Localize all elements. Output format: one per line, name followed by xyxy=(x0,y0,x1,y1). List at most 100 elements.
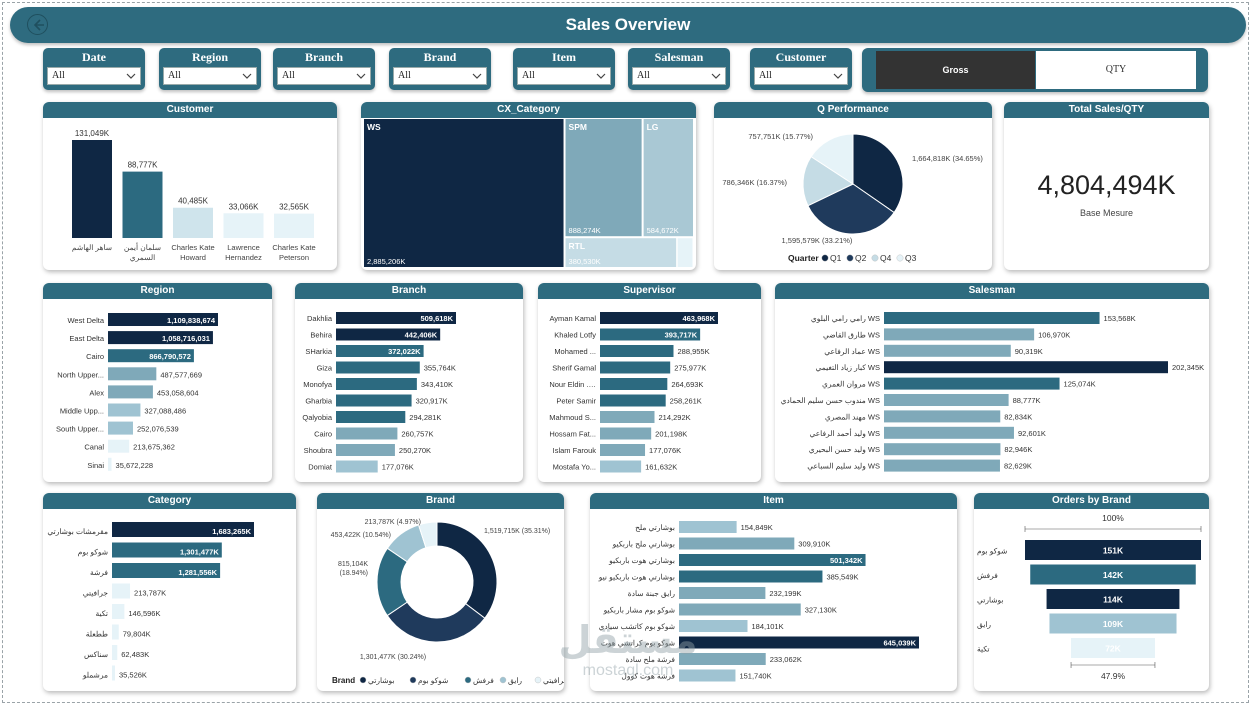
category-card: Category مقرمشات بوشارتي 1,683,265K شوكو ب… xyxy=(43,493,296,691)
brand-card: Brand 1,519,715K (35.31%) 1,301,477K (30.… xyxy=(317,493,564,691)
bar-branch-3 xyxy=(336,361,420,374)
treemap-tile-other xyxy=(676,237,694,268)
legend-label: شوكو بوم xyxy=(418,676,449,685)
bar-branch-7 xyxy=(336,427,398,440)
cx-category-treemap: WS 2,885,206K SPM 888,274K LG 584,672K RTL 380,… xyxy=(363,118,694,268)
slicer-customer[interactable]: Customer All xyxy=(750,48,852,90)
bar-supervisor-5 xyxy=(600,394,666,407)
category-label: SHarkia xyxy=(305,347,333,356)
category-label: Giza xyxy=(317,364,333,373)
funnel-category: بوشارتي xyxy=(977,596,1004,605)
treemap-tile-lg xyxy=(642,118,694,238)
category-label: فرشة xyxy=(90,568,108,577)
donut-slice-1 xyxy=(386,601,486,643)
slicer-dropdown[interactable]: All xyxy=(517,67,611,85)
legend-dot-0 xyxy=(359,676,367,684)
slicer-dropdown[interactable]: All xyxy=(632,67,726,85)
data-label: 153,568K xyxy=(1104,314,1136,323)
slicer-region[interactable]: Region All xyxy=(159,48,261,90)
category-label: جرافيتي xyxy=(83,589,109,598)
data-label: 177,076K xyxy=(382,463,414,472)
bar-item-4 xyxy=(679,587,766,599)
legend-label: جرافيتي xyxy=(543,676,564,685)
bar-supervisor-9 xyxy=(600,460,642,473)
bar-supervisor-2 xyxy=(600,345,674,357)
slicer-dropdown[interactable]: All xyxy=(47,67,141,85)
data-label: 343,410K xyxy=(421,380,453,389)
data-label: 33,066K xyxy=(229,202,259,211)
pie-slice-q3 xyxy=(810,133,854,185)
data-label: 131,049K xyxy=(75,129,110,138)
slicer-salesman[interactable]: Salesman All xyxy=(628,48,730,90)
slicer-dropdown[interactable]: All xyxy=(277,67,371,85)
category-label: Mahmoud S... xyxy=(549,413,596,422)
donut-slice-4 xyxy=(417,521,438,549)
slice-label: 1,595,579K (33.21%) xyxy=(782,236,853,245)
data-label: 294,281K xyxy=(409,413,441,422)
data-label: 463,968K xyxy=(682,314,715,323)
legend-label: Q1 xyxy=(830,253,842,263)
category-label: Gharbia xyxy=(305,397,333,406)
data-label: 453,058,604 xyxy=(157,388,199,397)
bar-item-1 xyxy=(679,537,795,550)
category-label: Mostafa Yo... xyxy=(553,463,596,472)
data-label: 442,406K xyxy=(405,331,438,340)
toggle-gross-button[interactable]: Gross xyxy=(876,51,1035,89)
header-bar: Sales Overview xyxy=(10,7,1246,43)
data-label: 372,022K xyxy=(388,347,421,356)
bar-branch-9 xyxy=(336,460,378,473)
salesman-chart: رامي رامي البلوي WS 153,568K طارق القاضي W… xyxy=(781,312,1204,472)
slice-label: 213,787K (4.97%) xyxy=(365,519,421,526)
bar-salesman-8 xyxy=(884,443,1001,456)
slicer-date[interactable]: Date All xyxy=(43,48,145,90)
supervisor-chart: Ayman Kamal 463,968K Khaled Lotfy 393,717K M… xyxy=(549,312,718,473)
slicer-value: All xyxy=(759,70,772,81)
bar-category-1 xyxy=(112,542,222,558)
bar-customer-2 xyxy=(173,207,213,238)
category-label: بوشارتي ملح باربكيو xyxy=(612,540,675,549)
funnel-bottom-label: 47.9% xyxy=(1101,671,1126,681)
funnel-bar-2 xyxy=(1046,589,1180,609)
bar-salesman-5 xyxy=(884,394,1009,406)
card-title: Orders by Brand xyxy=(974,493,1209,509)
legend-dot-3 xyxy=(499,676,507,684)
funnel-value: 72K xyxy=(1105,644,1121,654)
slicer-item[interactable]: Item All xyxy=(513,48,615,90)
tile-value: 584,672K xyxy=(647,226,679,235)
bar-category-5 xyxy=(112,624,119,640)
category-label: North Upper... xyxy=(57,370,104,379)
slicer-dropdown[interactable]: All xyxy=(754,67,848,85)
data-label: 260,757K xyxy=(401,430,433,439)
bar-salesman-3 xyxy=(884,361,1168,374)
bar-branch-2 xyxy=(336,345,424,357)
legend-dot-q2 xyxy=(846,254,854,262)
treemap-tile-rtl xyxy=(564,237,678,268)
slicer-dropdown[interactable]: All xyxy=(393,67,487,85)
slicer-title: Branch xyxy=(304,50,343,64)
slicer-dropdown[interactable]: All xyxy=(163,67,257,85)
data-label: 213,675,362 xyxy=(133,443,175,452)
bar-supervisor-3 xyxy=(600,361,671,374)
category-label: Sinai xyxy=(87,461,104,470)
bar-branch-5 xyxy=(336,394,412,407)
bar-region-8 xyxy=(108,457,112,471)
orders-by-brand-card: Orders by Brand 100% 151K شوكو بوم 142K فرفش… xyxy=(974,493,1209,691)
category-label: Islam Farouk xyxy=(553,446,597,455)
data-label: 1,301,477K xyxy=(180,548,219,557)
category-label: South Upper... xyxy=(56,425,104,434)
bar-customer-4 xyxy=(274,213,314,238)
legend-label: Q4 xyxy=(880,253,892,263)
chevron-down-icon xyxy=(126,73,136,79)
orders-by-brand-funnel: 100% 151K شوكو بوم 142K فرفش 114K بوشارتي 109K ر… xyxy=(977,513,1202,681)
data-label: 106,970K xyxy=(1038,330,1070,339)
card-title: Supervisor xyxy=(538,283,761,299)
category-label: مقرمشات بوشارتي xyxy=(47,527,108,536)
data-label: 202,345K xyxy=(1172,363,1204,372)
toggle-qty-button[interactable]: QTY xyxy=(1036,51,1196,89)
bar-customer-0 xyxy=(72,140,112,238)
slicer-branch[interactable]: Branch All xyxy=(273,48,375,90)
back-button[interactable] xyxy=(27,14,48,35)
slicer-brand[interactable]: Brand All xyxy=(389,48,491,90)
data-label: 35,526K xyxy=(119,671,147,680)
category-label: كبار زياد التغيمي WS xyxy=(815,363,880,372)
